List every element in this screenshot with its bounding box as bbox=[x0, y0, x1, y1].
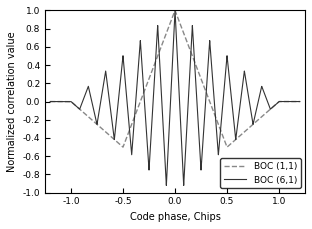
BOC (6,1) bbox=[298, 100, 302, 103]
BOC (1,1) bbox=[144, 86, 148, 89]
BOC (1,1) bbox=[94, 122, 97, 124]
BOC (1,1) bbox=[254, 121, 257, 123]
X-axis label: Code phase, Chips: Code phase, Chips bbox=[129, 212, 221, 222]
Y-axis label: Normalized correlation value: Normalized correlation value bbox=[7, 31, 17, 172]
Line: BOC (6,1): BOC (6,1) bbox=[50, 11, 300, 185]
BOC (1,1) bbox=[48, 100, 52, 103]
BOC (6,1) bbox=[211, 78, 215, 81]
BOC (6,1) bbox=[164, 184, 168, 187]
BOC (1,1) bbox=[173, 9, 177, 12]
BOC (1,1) bbox=[211, 108, 215, 111]
Line: BOC (1,1): BOC (1,1) bbox=[50, 11, 300, 147]
BOC (6,1) bbox=[235, 131, 238, 134]
BOC (6,1) bbox=[198, 152, 202, 155]
BOC (1,1) bbox=[235, 137, 238, 140]
BOC (1,1) bbox=[298, 100, 302, 103]
Legend: BOC (1,1), BOC (6,1): BOC (1,1), BOC (6,1) bbox=[220, 158, 300, 188]
BOC (1,1) bbox=[198, 75, 202, 77]
BOC (6,1) bbox=[94, 117, 97, 119]
BOC (6,1) bbox=[173, 9, 177, 12]
BOC (6,1) bbox=[144, 117, 148, 120]
BOC (6,1) bbox=[254, 112, 257, 115]
BOC (6,1) bbox=[48, 100, 52, 103]
BOC (1,1) bbox=[121, 146, 125, 148]
